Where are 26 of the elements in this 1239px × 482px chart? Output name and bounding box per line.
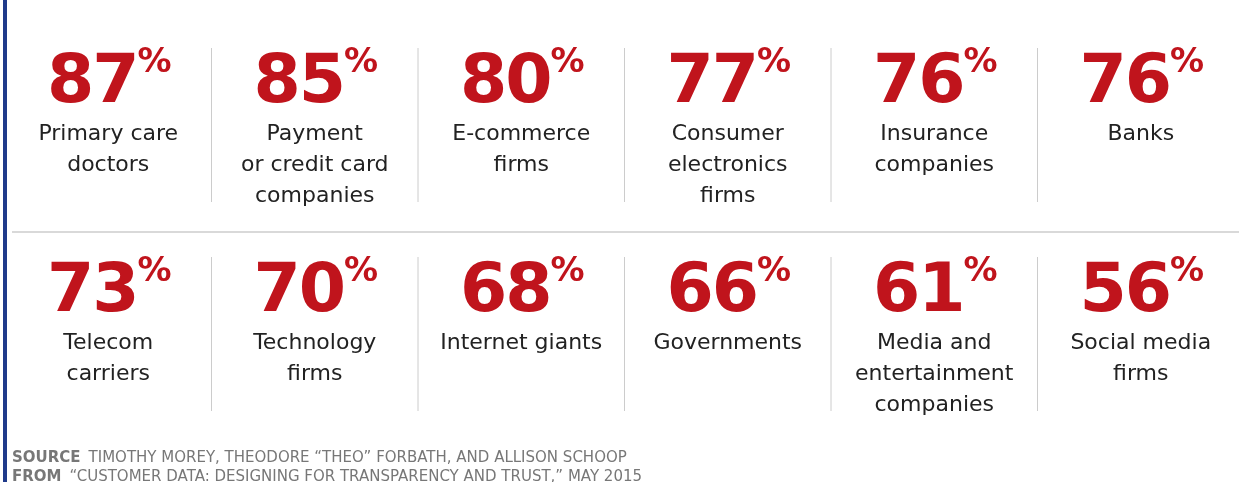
text: FROM “CUSTOMER DATA: DESIGNING FOR TRANSPARENCY AND TRUST,” MAY 2015 <box>12 467 643 482</box>
data-label: 73$^{%}$ <box>46 248 171 327</box>
category-label: Insurance companies <box>874 120 994 176</box>
data-label: 70$^{%}$ <box>253 248 378 327</box>
category-label: Governments <box>653 329 803 354</box>
category-label: Media and entertainment companies <box>855 329 1014 416</box>
category-label: Internet giants <box>440 329 603 354</box>
data-label: 80$^{%}$ <box>459 39 584 118</box>
category-label: Primary care doctors <box>38 120 179 176</box>
data-label: 85$^{%}$ <box>253 39 378 118</box>
data-label: 77$^{%}$ <box>666 39 791 118</box>
category-label: Consumer electronics firms <box>667 120 788 207</box>
data-label: 68$^{%}$ <box>459 248 584 327</box>
data-label: 87$^{%}$ <box>46 39 171 118</box>
category-label: Banks <box>1107 120 1175 145</box>
category-label: Payment or credit card companies <box>240 120 389 207</box>
data-label: 56$^{%}$ <box>1079 248 1204 327</box>
category-label: Technology firms <box>252 329 377 385</box>
data-label: 76$^{%}$ <box>872 39 997 118</box>
data-label: 61$^{%}$ <box>872 248 997 327</box>
data-label: 76$^{%}$ <box>1079 39 1204 118</box>
data-label: 66$^{%}$ <box>666 248 791 327</box>
category-label: E-commerce firms <box>452 120 591 176</box>
category-label: Social media firms <box>1070 329 1212 385</box>
category-label: Telecom carriers <box>62 329 154 385</box>
source-note: SOURCE TIMOTHY MOREY, THEODORE “THEO” FORBATH, AND ALLISON SCHOOP <box>12 448 627 466</box>
